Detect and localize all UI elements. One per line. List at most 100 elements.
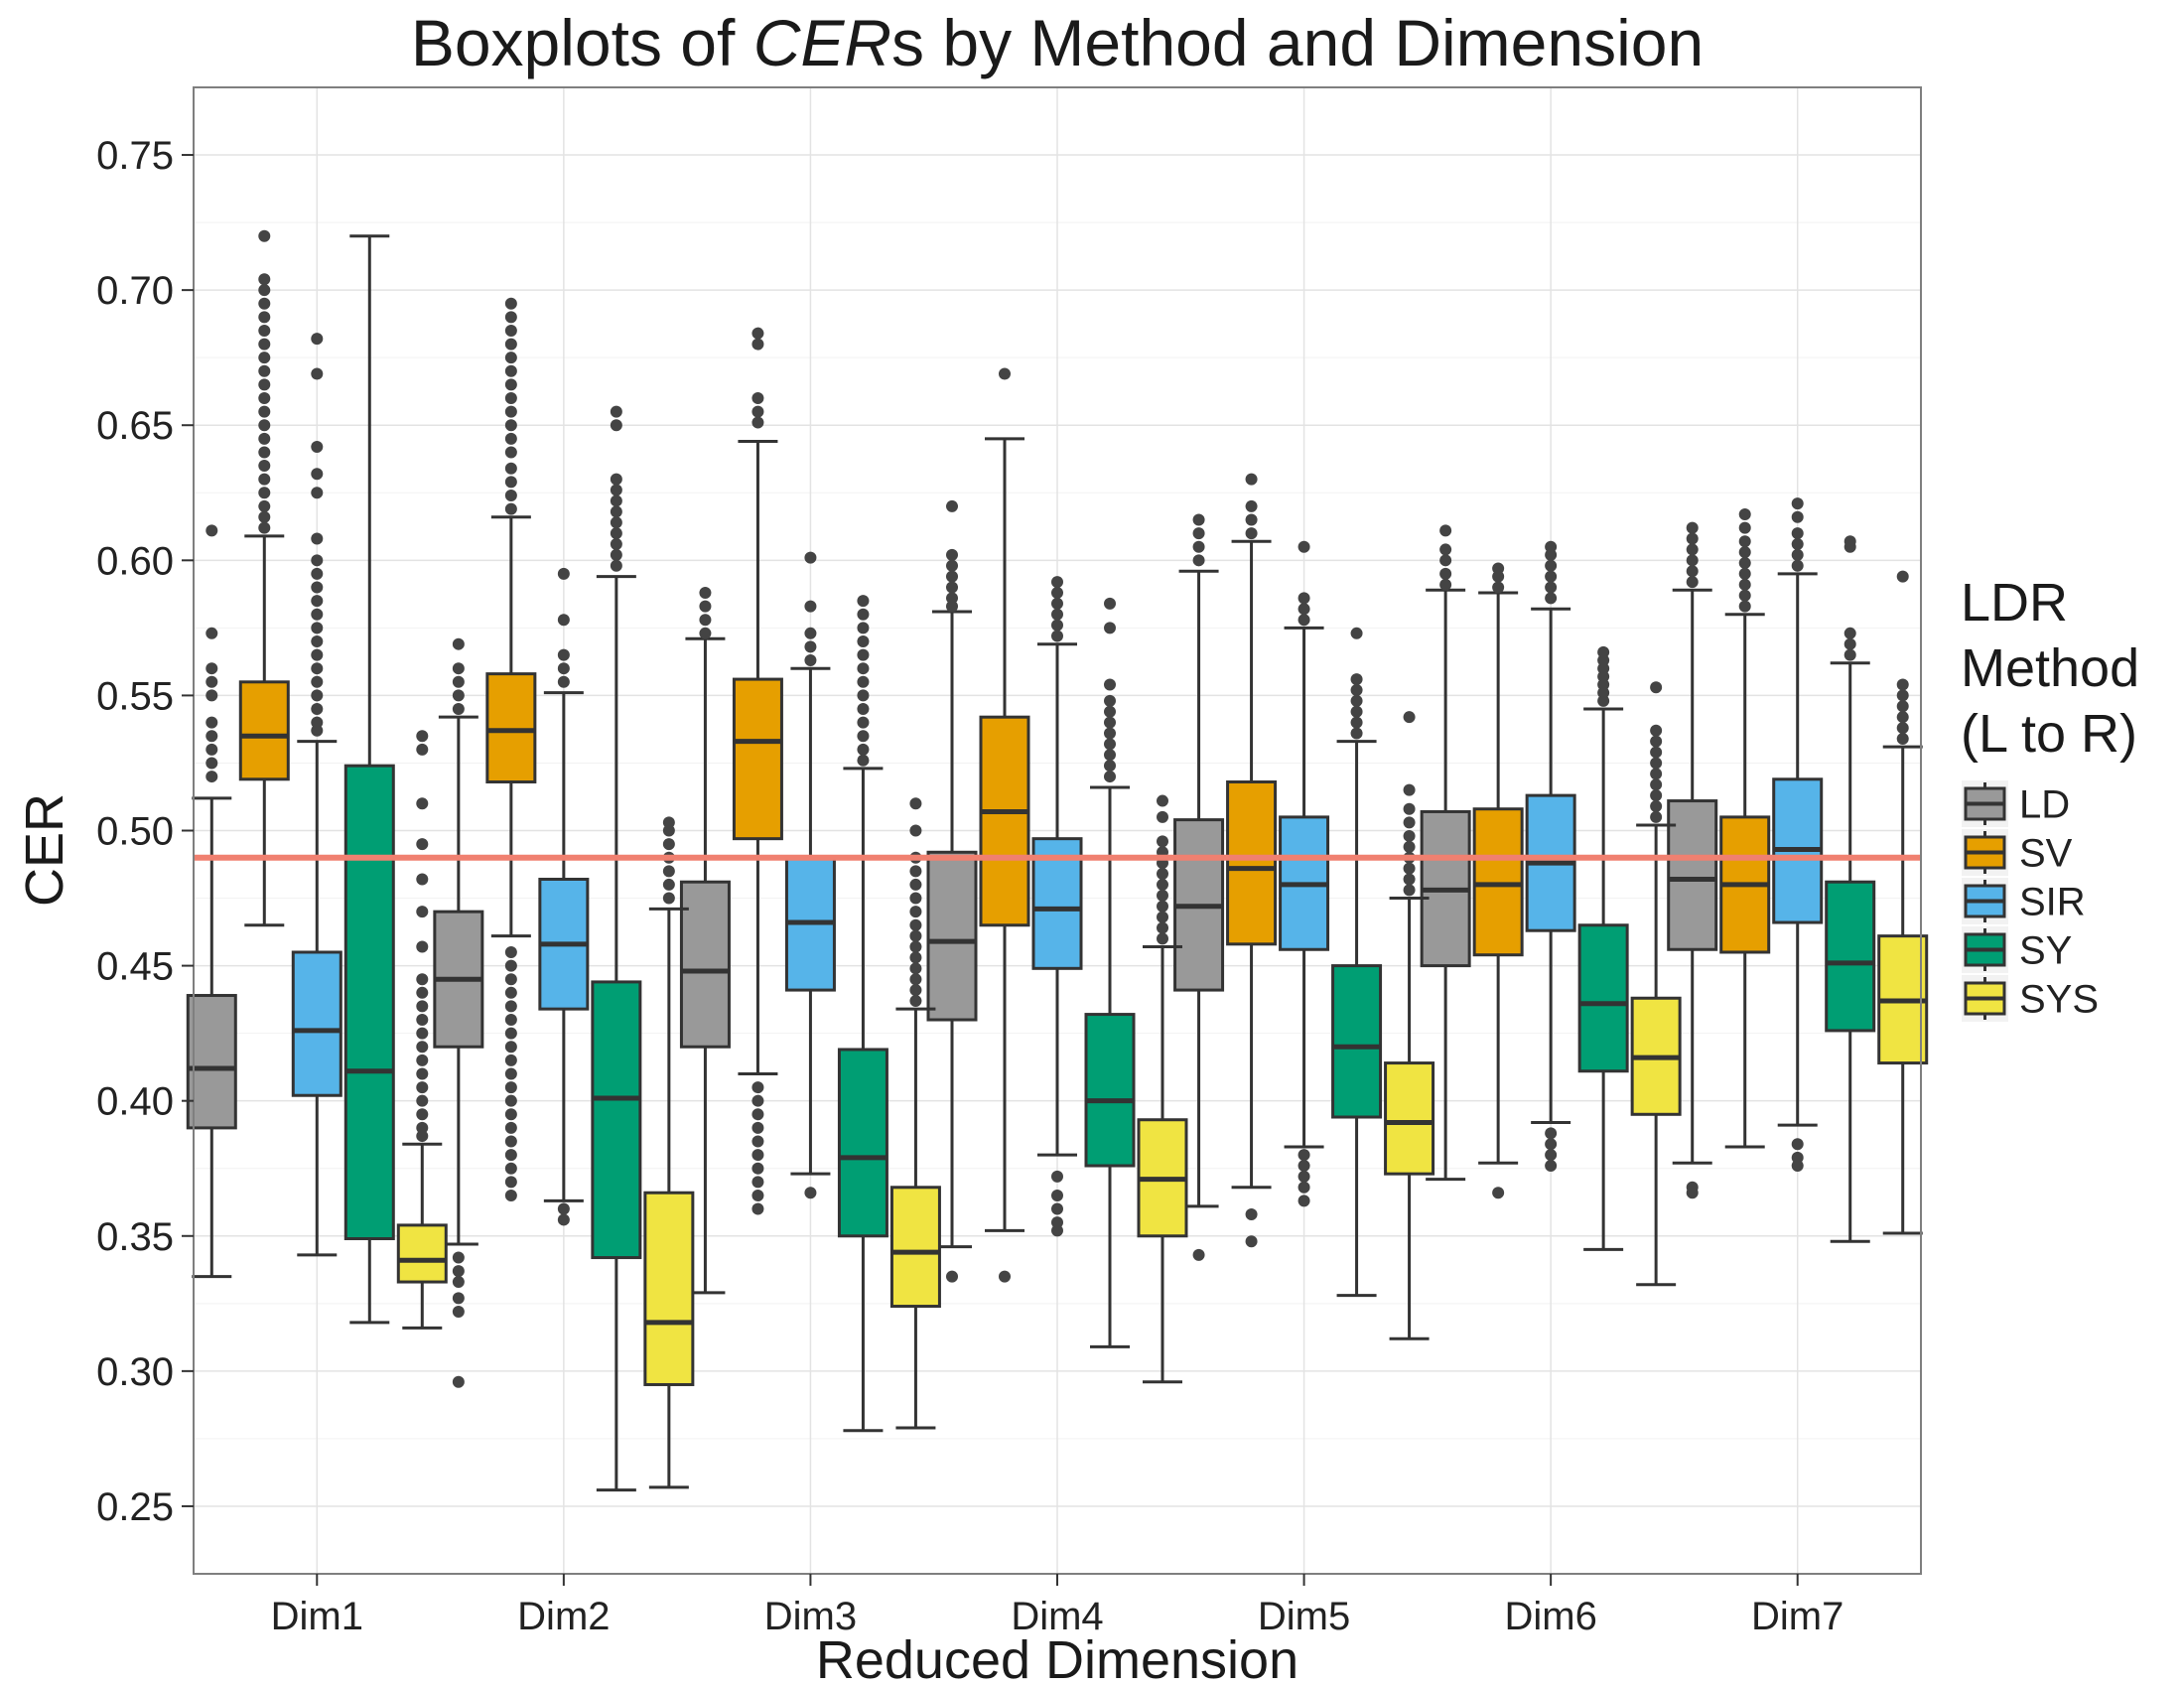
outlier-point: [610, 405, 622, 418]
outlier-point: [1245, 527, 1258, 540]
outlier-point: [1051, 1170, 1063, 1183]
outlier-point: [452, 1276, 465, 1289]
box-ld-dim6: [1420, 524, 1471, 1182]
outlier-point: [857, 622, 870, 634]
outlier-point: [258, 460, 271, 473]
outlier-point: [662, 838, 675, 851]
box-sys-dim5: [1384, 711, 1435, 1340]
box-sy-dim2: [591, 405, 642, 1492]
legend-item-sy: SY: [1960, 924, 2072, 975]
outlier-point: [909, 962, 922, 975]
outlier-point: [1738, 557, 1751, 570]
outlier-point: [1843, 648, 1856, 661]
outlier-point: [452, 662, 465, 675]
x-tick-label: Dim6: [1504, 1595, 1596, 1638]
outlier-point: [504, 986, 517, 999]
outlier-point: [804, 600, 817, 613]
box-sv-dim4: [979, 367, 1030, 1283]
legend-title-line: (L to R): [1961, 704, 2137, 764]
outlier-point: [751, 1081, 764, 1094]
outlier-point: [751, 1189, 764, 1201]
outlier-point: [504, 446, 517, 459]
outlier-point: [1545, 559, 1558, 572]
outlier-point: [857, 754, 870, 767]
box-sv-dim2: [485, 297, 537, 1201]
outlier-point: [1297, 1170, 1310, 1183]
y-tick-label: 0.75: [96, 134, 174, 178]
x-tick-label: Dim5: [1258, 1595, 1350, 1638]
outlier-point: [557, 614, 570, 627]
outlier-point: [504, 338, 517, 351]
series-sir: [291, 333, 1824, 1257]
box-iqr: [732, 677, 783, 841]
outlier-point: [1791, 537, 1804, 550]
outlier-point: [311, 622, 324, 634]
outlier-point: [1791, 527, 1804, 540]
outlier-point: [311, 581, 324, 594]
box-iqr: [1472, 807, 1524, 957]
box-sys-dim6: [1630, 681, 1682, 1287]
outlier-point: [610, 484, 622, 496]
outlier-point: [751, 1176, 764, 1189]
outlier-point: [1403, 783, 1416, 796]
outlier-point: [1650, 768, 1663, 780]
outlier-point: [946, 581, 958, 594]
x-axis-label: Reduced Dimension: [816, 1630, 1298, 1688]
outlier-point: [699, 627, 712, 639]
outlier-point: [258, 229, 271, 242]
outlier-point: [205, 757, 218, 770]
outlier-point: [1157, 889, 1168, 902]
outlier-point: [258, 284, 271, 297]
x-tick-label: Dim1: [271, 1595, 363, 1638]
box-sys-dim1: [396, 730, 448, 1330]
outlier-point: [751, 1162, 764, 1175]
outlier-point: [258, 338, 271, 351]
outlier-point: [452, 1292, 465, 1305]
outlier-point: [258, 473, 271, 486]
outlier-point: [1157, 932, 1168, 945]
x-tick-label: Dim2: [517, 1595, 610, 1638]
outlier-point: [416, 1041, 429, 1054]
outlier-point: [311, 441, 324, 454]
outlier-point: [1597, 645, 1610, 658]
outlier-point: [258, 419, 271, 432]
outlier-point: [1738, 600, 1751, 613]
outlier-point: [1545, 1149, 1558, 1162]
outlier-point: [1157, 900, 1168, 913]
outlier-point: [1738, 567, 1751, 580]
outlier-point: [909, 797, 922, 810]
box-sy-dim5: [1331, 627, 1383, 1298]
outlier-point: [610, 548, 622, 561]
box-iqr: [1384, 1061, 1435, 1176]
legend-label: LD: [2019, 783, 2070, 827]
outlier-point: [1297, 614, 1310, 627]
box-sir-dim2: [538, 567, 590, 1226]
outlier-point: [311, 689, 324, 702]
outlier-point: [504, 1054, 517, 1066]
outlier-point: [857, 634, 870, 647]
outlier-point: [1650, 800, 1663, 813]
box-sv-dim5: [1226, 473, 1278, 1248]
outlier-point: [1157, 810, 1168, 823]
outlier-point: [504, 476, 517, 489]
outlier-point: [1650, 789, 1663, 802]
outlier-point: [1738, 578, 1751, 591]
outlier-point: [258, 311, 271, 324]
outlier-point: [662, 892, 675, 905]
outlier-point: [1403, 829, 1416, 842]
outlier-point: [1297, 603, 1310, 616]
outlier-point: [311, 487, 324, 499]
outlier-point: [1439, 578, 1452, 591]
outlier-point: [1350, 727, 1363, 740]
outlier-point: [258, 521, 271, 534]
box-ld-dim4: [926, 499, 978, 1283]
outlier-point: [1686, 554, 1699, 567]
outlier-point: [504, 462, 517, 475]
outlier-point: [452, 675, 465, 688]
outlier-point: [504, 1041, 517, 1054]
outlier-point: [1192, 513, 1205, 526]
outlier-point: [909, 906, 922, 918]
outlier-point: [205, 771, 218, 783]
outlier-point: [699, 614, 712, 627]
box-sir-dim4: [1031, 576, 1083, 1237]
